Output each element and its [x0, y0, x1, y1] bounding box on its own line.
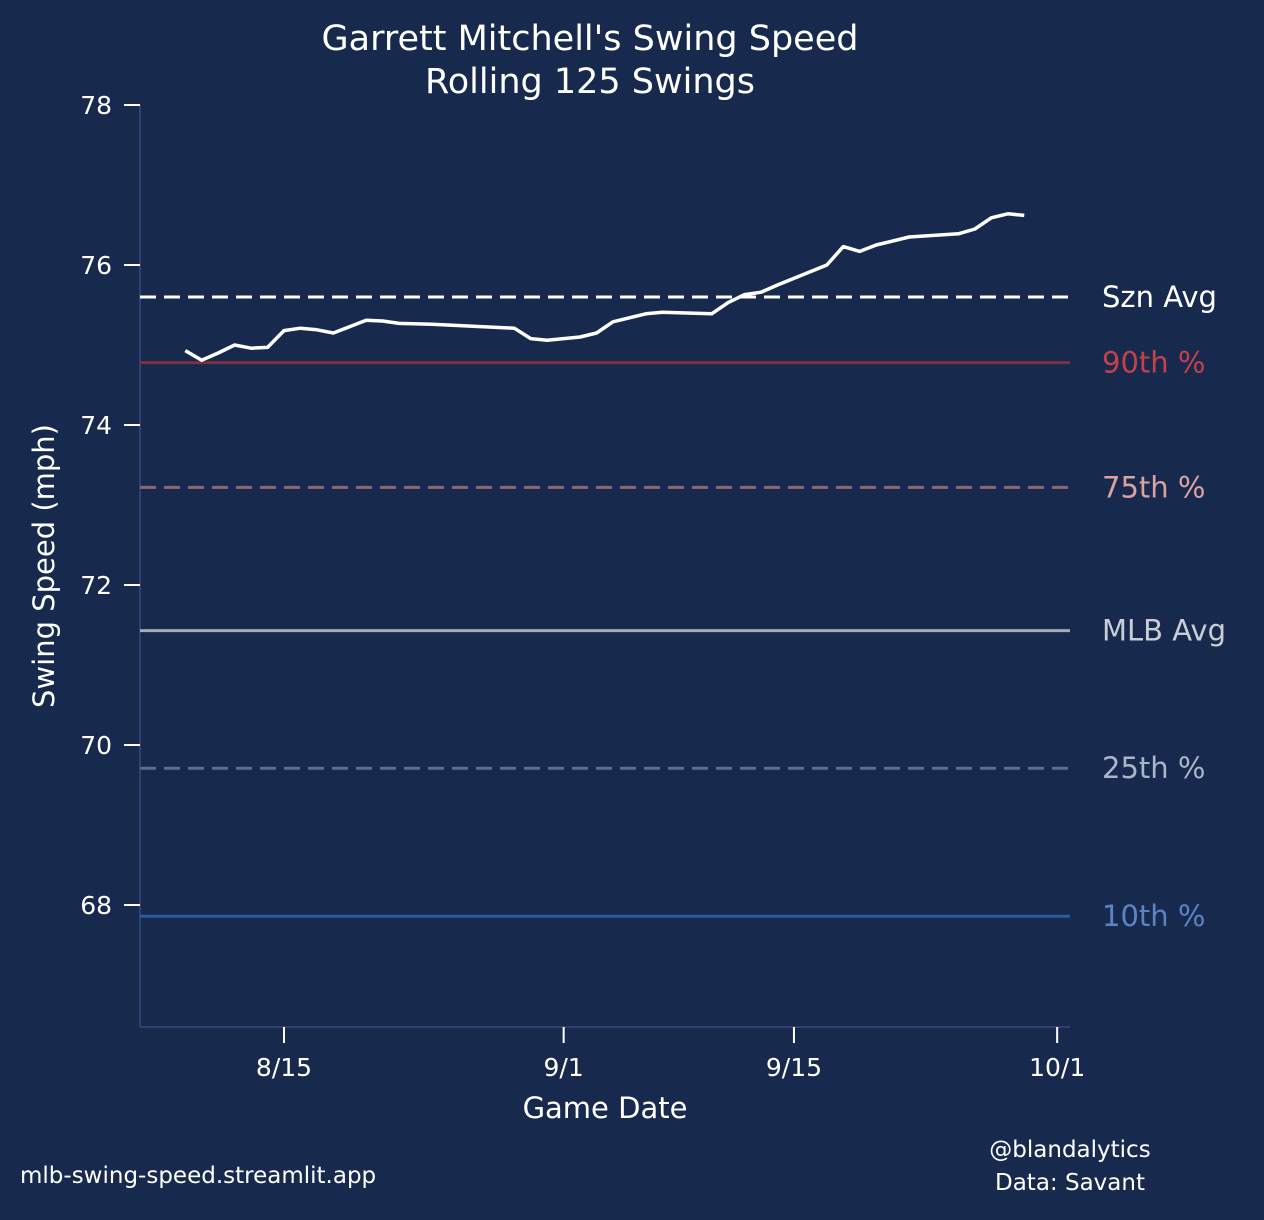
y-tick-label: 68	[80, 891, 112, 920]
reference-line-label: MLB Avg	[1102, 614, 1226, 648]
series-line	[184, 212, 1025, 362]
footer-source: mlb-swing-speed.streamlit.app	[20, 1163, 376, 1189]
chart-subtitle: Rolling 125 Swings	[425, 62, 755, 102]
y-tick-label: 78	[80, 91, 112, 120]
x-tick-label: 8/15	[256, 1053, 312, 1082]
footer-data-source: Data: Savant	[995, 1170, 1145, 1196]
y-axis-label: Swing Speed (mph)	[27, 424, 61, 708]
x-tick-label: 10/1	[1029, 1053, 1085, 1082]
reference-line-label: 10th %	[1102, 899, 1205, 933]
x-tick-label: 9/15	[766, 1053, 822, 1082]
reference-line-label: 90th %	[1102, 346, 1205, 380]
reference-line-label: 25th %	[1102, 751, 1205, 785]
reference-line-label: 75th %	[1102, 470, 1205, 504]
reference-line-label: Szn Avg	[1102, 280, 1217, 314]
y-tick-label: 74	[80, 411, 112, 440]
y-tick-label: 76	[80, 251, 112, 280]
chart-title: Garrett Mitchell's Swing Speed	[322, 19, 859, 59]
y-tick-label: 70	[80, 731, 112, 760]
x-tick-label: 9/1	[544, 1053, 584, 1082]
y-tick-label: 72	[80, 571, 112, 600]
footer-credit: @blandalytics	[989, 1137, 1150, 1163]
x-axis-label: Game Date	[523, 1091, 688, 1125]
